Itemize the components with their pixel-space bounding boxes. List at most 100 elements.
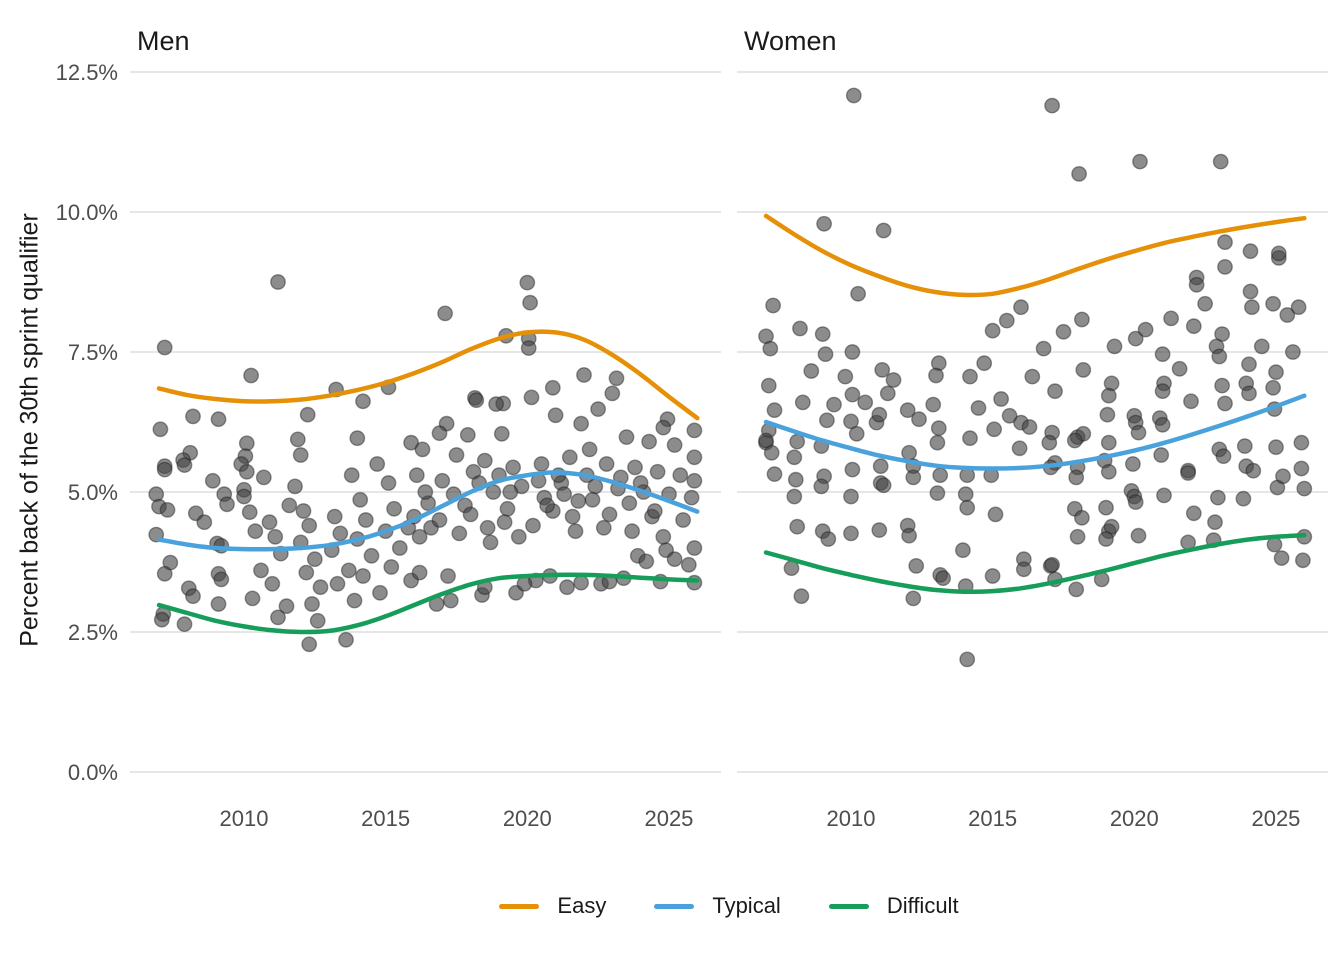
data-point: [930, 420, 947, 437]
data-point: [813, 478, 830, 495]
data-point: [1066, 432, 1083, 449]
data-point: [567, 523, 584, 540]
data-point: [312, 579, 329, 596]
data-point: [1197, 295, 1214, 312]
smoother-line-difficult: [156, 572, 700, 635]
data-point: [789, 433, 806, 450]
x-tick-label: 2015: [968, 806, 1017, 831]
data-point: [1296, 480, 1313, 497]
data-point: [686, 472, 703, 489]
data-point: [236, 488, 252, 505]
data-point: [1210, 489, 1226, 506]
legend-swatch-difficult: [828, 903, 869, 909]
data-point: [289, 431, 306, 448]
data-point: [1013, 299, 1029, 316]
data-point: [462, 506, 479, 523]
data-point: [993, 391, 1009, 407]
data-point: [879, 385, 896, 402]
data-point: [241, 504, 258, 521]
data-point: [573, 574, 589, 591]
data-point: [786, 449, 803, 466]
data-point: [803, 363, 820, 379]
x-tick-label: 2015: [361, 806, 410, 831]
data-point: [185, 588, 201, 605]
data-point: [1024, 368, 1041, 385]
data-point: [686, 449, 703, 466]
data-point: [210, 596, 227, 612]
data-point: [559, 579, 575, 596]
data-point: [261, 514, 278, 531]
data-point: [301, 636, 318, 653]
data-point: [1021, 419, 1038, 435]
data-point: [935, 570, 951, 587]
data-point: [590, 401, 606, 417]
data-point: [908, 558, 925, 574]
data-point: [292, 447, 309, 463]
data-point: [581, 441, 598, 458]
data-point: [789, 518, 806, 535]
data-point: [929, 434, 946, 451]
data-point: [1215, 448, 1232, 465]
data-point: [672, 467, 689, 484]
data-point: [1098, 499, 1114, 516]
data-point: [556, 486, 572, 503]
data-point: [159, 501, 176, 518]
data-point: [1217, 234, 1233, 251]
data-point: [499, 500, 516, 517]
data-point: [403, 434, 419, 451]
data-point: [176, 616, 193, 633]
data-point: [584, 491, 601, 508]
data-point: [434, 472, 451, 489]
data-point: [451, 525, 468, 542]
data-point: [874, 361, 891, 378]
data-point: [1098, 531, 1114, 547]
data-point: [156, 461, 173, 478]
data-point: [550, 467, 567, 484]
data-point: [984, 568, 1001, 584]
data-point: [1242, 243, 1259, 260]
x-tick-label: 2010: [220, 806, 269, 831]
data-point: [547, 407, 564, 424]
x-tick-label: 2020: [503, 806, 552, 831]
data-point: [255, 469, 272, 486]
data-point: [686, 540, 703, 556]
data-point: [638, 553, 655, 570]
data-point: [762, 340, 779, 357]
data-point: [957, 486, 974, 503]
data-point: [844, 344, 861, 360]
data-point: [850, 285, 866, 302]
data-point: [899, 402, 916, 419]
data-point: [794, 394, 811, 411]
data-point: [533, 456, 550, 472]
data-point: [355, 393, 371, 410]
data-point: [343, 467, 360, 484]
data-point: [369, 456, 386, 472]
data-point: [655, 419, 672, 436]
data-point: [1188, 276, 1205, 293]
data-point: [826, 396, 842, 413]
data-point: [561, 449, 578, 466]
data-point: [468, 392, 485, 409]
data-point: [987, 506, 1004, 523]
data-point: [1068, 581, 1085, 598]
data-point: [875, 477, 892, 494]
data-point: [871, 522, 888, 538]
y-tick-label: 0.0%: [68, 760, 118, 785]
data-point: [763, 444, 780, 461]
data-point: [1127, 330, 1144, 347]
data-point: [539, 497, 555, 514]
data-point: [326, 508, 343, 525]
data-point: [618, 429, 635, 445]
data-point: [871, 406, 888, 423]
data-point: [187, 505, 204, 522]
data-point: [355, 568, 371, 584]
data-point: [683, 489, 700, 506]
data-point: [1011, 440, 1028, 457]
data-point: [793, 588, 810, 605]
data-point: [391, 540, 408, 556]
data-point: [843, 413, 859, 430]
data-point: [1275, 468, 1291, 485]
data-point: [576, 367, 592, 383]
